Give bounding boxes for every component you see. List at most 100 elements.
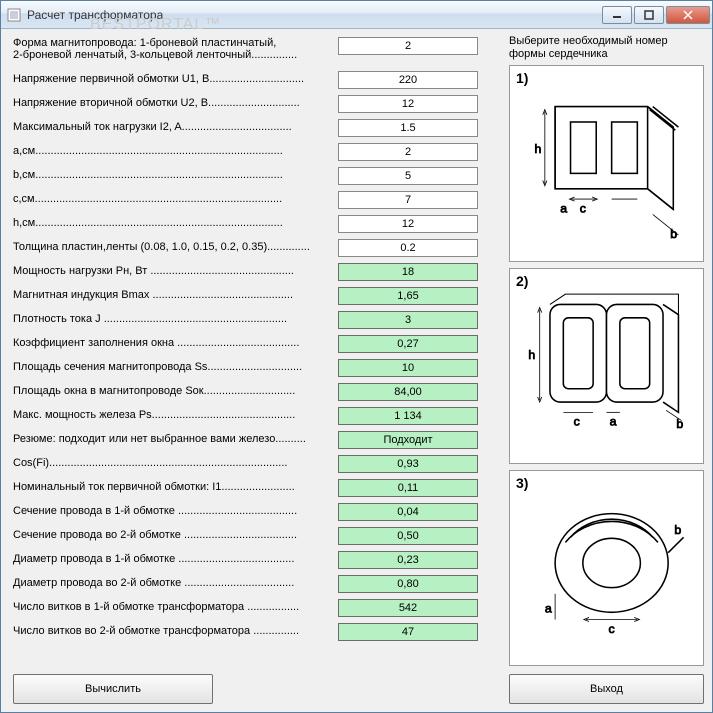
left-panel: Форма магнитопровода: 1-броневой пластин… xyxy=(13,35,501,704)
field-label: Диаметр провода во 2-й обмотке .........… xyxy=(13,577,338,589)
input-field[interactable]: 2 xyxy=(338,37,478,55)
field-label: Cos(Fi).................................… xyxy=(13,457,338,469)
maximize-button[interactable] xyxy=(634,6,664,24)
output-field: 1 134 xyxy=(338,407,478,425)
output-field: 47 xyxy=(338,623,478,641)
window-buttons xyxy=(600,6,710,24)
titlebar: Расчет трансформатора BESTPORTAL™ xyxy=(1,1,712,29)
field-label: Мощность нагрузки Pн, Вт ...............… xyxy=(13,265,338,277)
form-row: Площадь сечения магнитопровода Ss.......… xyxy=(13,356,501,379)
field-label: Форма магнитопровода: 1-броневой пластин… xyxy=(13,37,338,61)
output-field: 84,00 xyxy=(338,383,478,401)
output-field: 0,23 xyxy=(338,551,478,569)
form-row: Максимальный ток нагрузки I2, A.........… xyxy=(13,116,501,139)
input-field[interactable]: 7 xyxy=(338,191,478,209)
field-label: Макс. мощность железа Ps................… xyxy=(13,409,338,421)
form-row: Сечение провода во 2-й обмотке .........… xyxy=(13,524,501,547)
button-row: Вычислить xyxy=(13,674,501,704)
form-row: Форма магнитопровода: 1-броневой пластин… xyxy=(13,35,501,67)
output-field: 1,65 xyxy=(338,287,478,305)
svg-text:b: b xyxy=(676,416,683,430)
core-diagram-1: 1) xyxy=(509,65,704,261)
field-label: Площадь сечения магнитопровода Ss.......… xyxy=(13,361,338,373)
field-label: Напряжение первичной обмотки U1, B......… xyxy=(13,73,338,85)
output-field: 0,50 xyxy=(338,527,478,545)
window-title: Расчет трансформатора xyxy=(27,8,600,22)
form-row: Плотность тока J .......................… xyxy=(13,308,501,331)
svg-text:a: a xyxy=(610,414,617,428)
field-label: h,см....................................… xyxy=(13,217,338,229)
output-field: 0,27 xyxy=(338,335,478,353)
field-label: Диаметр провода в 1-й обмотке ..........… xyxy=(13,553,338,565)
svg-text:a: a xyxy=(560,202,567,216)
field-label: Магнитная индукция Bmax ................… xyxy=(13,289,338,301)
field-label: b,см....................................… xyxy=(13,169,338,181)
output-field: 0,04 xyxy=(338,503,478,521)
svg-text:b: b xyxy=(674,523,681,537)
form-row: Напряжение первичной обмотки U1, B......… xyxy=(13,68,501,91)
form-row: Напряжение вторичной обмотки U2, B......… xyxy=(13,92,501,115)
form-row: Диаметр провода в 1-й обмотке ..........… xyxy=(13,548,501,571)
svg-text:h: h xyxy=(535,142,542,156)
core-diagram-2: 2) h c xyxy=(509,268,704,464)
close-button[interactable] xyxy=(666,6,710,24)
form-row: Число витков в 1-й обмотке трансформатор… xyxy=(13,596,501,619)
svg-text:c: c xyxy=(574,414,580,428)
form-row: c,см....................................… xyxy=(13,188,501,211)
form-row: Диаметр провода во 2-й обмотке .........… xyxy=(13,572,501,595)
input-field[interactable]: 12 xyxy=(338,95,478,113)
form-row: Номинальный ток первичной обмотки: I1...… xyxy=(13,476,501,499)
output-field: 0,11 xyxy=(338,479,478,497)
output-field: Подходит xyxy=(338,431,478,449)
field-label: Число витков в 1-й обмотке трансформатор… xyxy=(13,601,338,613)
output-field: 18 xyxy=(338,263,478,281)
form-rows: Форма магнитопровода: 1-броневой пластин… xyxy=(13,35,501,668)
form-row: Макс. мощность железа Ps................… xyxy=(13,404,501,427)
field-label: Площадь окна в магнитопроводе Sок.......… xyxy=(13,385,338,397)
field-label: Толщина пластин,ленты (0.08, 1.0, 0.15, … xyxy=(13,241,338,253)
form-row: Число витков во 2-й обмотке трансформато… xyxy=(13,620,501,643)
input-field[interactable]: 0.2 xyxy=(338,239,478,257)
form-row: Сечение провода в 1-й обмотке ..........… xyxy=(13,500,501,523)
app-window: Расчет трансформатора BESTPORTAL™ Форма … xyxy=(0,0,713,713)
exit-button[interactable]: Выход xyxy=(509,674,704,704)
field-label: Напряжение вторичной обмотки U2, B......… xyxy=(13,97,338,109)
field-label: Плотность тока J .......................… xyxy=(13,313,338,325)
field-label: Число витков во 2-й обмотке трансформато… xyxy=(13,625,338,637)
field-label: Максимальный ток нагрузки I2, A.........… xyxy=(13,121,338,133)
content-area: Форма магнитопровода: 1-броневой пластин… xyxy=(1,29,712,712)
form-row: Cos(Fi).................................… xyxy=(13,452,501,475)
output-field: 3 xyxy=(338,311,478,329)
svg-text:c: c xyxy=(580,202,586,216)
field-label: Сечение провода в 1-й обмотке ..........… xyxy=(13,505,338,517)
output-field: 0,93 xyxy=(338,455,478,473)
minimize-button[interactable] xyxy=(602,6,632,24)
svg-text:c: c xyxy=(609,622,615,636)
field-label: Номинальный ток первичной обмотки: I1...… xyxy=(13,481,338,493)
diagram-number: 3) xyxy=(516,475,528,491)
input-field[interactable]: 2 xyxy=(338,143,478,161)
output-field: 10 xyxy=(338,359,478,377)
svg-text:b: b xyxy=(670,228,677,242)
core-shape-2-svg: h c a b xyxy=(514,273,699,459)
field-label: c,см....................................… xyxy=(13,193,338,205)
app-icon xyxy=(7,8,21,22)
form-row: b,см....................................… xyxy=(13,164,501,187)
form-row: a,см....................................… xyxy=(13,140,501,163)
form-row: h,см....................................… xyxy=(13,212,501,235)
input-field[interactable]: 1.5 xyxy=(338,119,478,137)
core-diagram-3: 3) c a xyxy=(509,470,704,666)
field-label: Коэффициент заполнения окна ............… xyxy=(13,337,338,349)
input-field[interactable]: 5 xyxy=(338,167,478,185)
input-field[interactable]: 12 xyxy=(338,215,478,233)
input-field[interactable]: 220 xyxy=(338,71,478,89)
form-row: Мощность нагрузки Pн, Вт ...............… xyxy=(13,260,501,283)
calculate-button[interactable]: Вычислить xyxy=(13,674,213,704)
svg-text:a: a xyxy=(545,601,552,615)
core-shape-3-svg: c a b xyxy=(514,475,699,661)
form-row: Площадь окна в магнитопроводе Sок.......… xyxy=(13,380,501,403)
output-field: 0,80 xyxy=(338,575,478,593)
right-panel-title: Выберите необходимый номер формы сердечн… xyxy=(509,35,704,61)
form-row: Резюме: подходит или нет выбранное вами … xyxy=(13,428,501,451)
field-label: Резюме: подходит или нет выбранное вами … xyxy=(13,433,338,445)
